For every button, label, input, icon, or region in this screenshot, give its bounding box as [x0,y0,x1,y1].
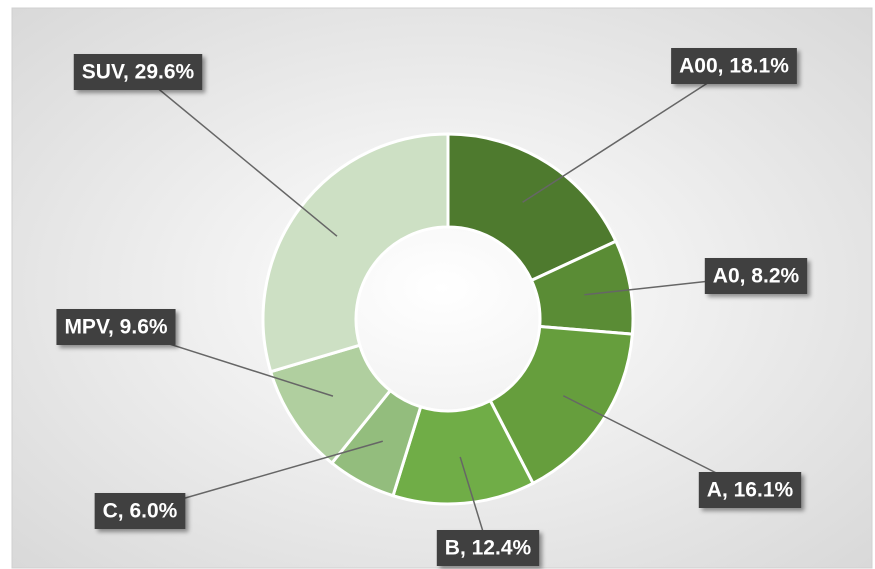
data-label: MPV, 9.6% [64,316,167,339]
data-label: A0, 8.2% [713,265,800,288]
data-label: SUV, 29.6% [82,61,195,84]
leader-line [522,65,735,203]
label-box [94,493,186,529]
slice [261,132,450,374]
slice [446,132,618,283]
data-label: A, 16.1% [707,479,794,502]
slice [488,324,635,486]
label-box [56,309,176,345]
label-box [704,258,808,294]
data-label: C, 6.0% [103,500,178,523]
label-box [698,472,802,508]
labels: A00, 18.1% A0, 8.2% A, 16.1% B, 12.4% C, 6.0… [56,48,808,566]
label-box [671,48,797,84]
data-label: B, 12.4% [445,537,532,560]
label-box [436,530,540,566]
data-label: A00, 18.1% [679,55,789,78]
label-box [73,54,203,90]
leader-line [137,71,338,237]
